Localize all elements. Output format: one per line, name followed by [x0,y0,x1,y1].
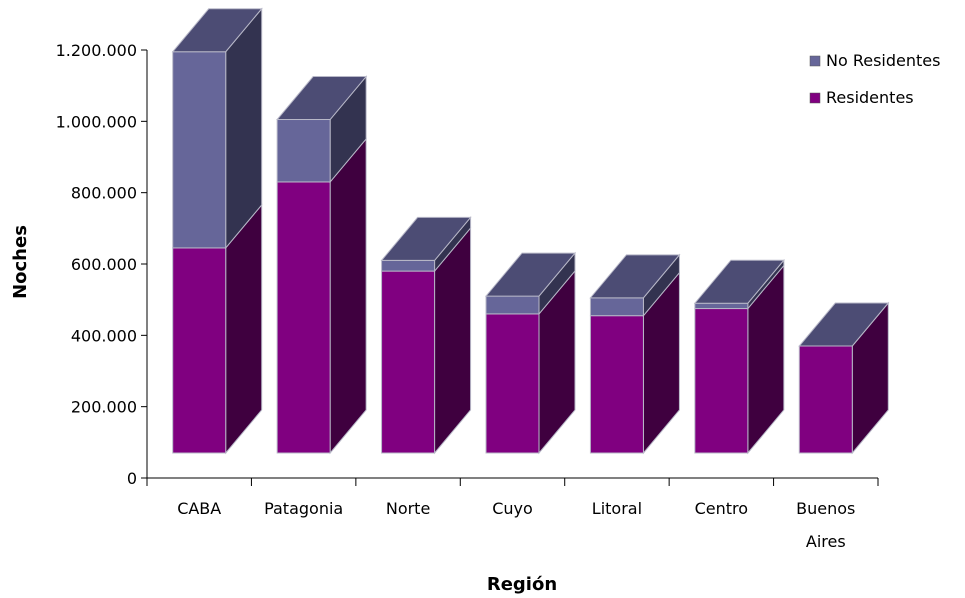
bar-no-residentes [485,295,540,315]
bar-residentes [172,247,227,454]
bar-group [589,253,681,455]
bar-group [380,216,472,455]
legend-label: Residentes [826,88,914,107]
bar-residentes [381,270,436,454]
bar-top [484,252,577,297]
y-tick-label: 0 [127,469,137,488]
bar-top [380,216,472,261]
bar-side-residentes [329,137,367,455]
y-axis: 0 200.000 400.000 600.000 800.000 1.000.000 1.… [56,41,148,488]
x-axis: CABA Patagonia Norte Cuyo Litoral Centro Bueno… [146,477,879,551]
y-tick-label: 1.000.000 [56,112,137,131]
bar-top [171,8,263,53]
bar-group [693,258,785,455]
y-axis-title: Noches [10,225,31,299]
bars [171,7,890,455]
x-tick-label: Litoral [592,499,642,518]
x-tick-label: Buenos Aires [796,499,855,551]
legend-swatch [809,92,821,104]
bar-no-residentes [276,119,331,183]
y-tick-label: 1.200.000 [56,41,137,60]
bar-group [171,7,263,455]
x-tick-label: Patagonia [264,499,343,518]
bar-no-residentes [172,51,227,249]
bar-group [276,75,368,455]
bar-residentes [694,308,749,454]
bar-residentes [485,313,540,454]
legend-swatch [809,55,821,67]
legend: No Residentes Residentes [809,51,940,107]
y-tick-label: 600.000 [71,255,137,274]
bar-top [276,76,368,121]
bar-group [484,251,577,455]
x-tick-label: Norte [386,499,430,518]
bar-no-residentes [694,302,749,310]
y-tick-label: 200.000 [71,398,137,417]
y-tick-label: 800.000 [71,184,137,203]
bar-residentes [276,181,331,454]
bar-top [589,254,681,299]
bar-group [798,301,890,455]
x-tick-label: Cuyo [492,499,533,518]
bar-residentes [589,315,644,454]
bar-top [798,302,890,347]
bar-no-residentes [381,259,436,272]
y-tick-label: 400.000 [71,326,137,345]
bar-no-residentes [589,297,644,317]
x-tick-label: Centro [695,499,748,518]
x-axis-title: Región [487,574,557,595]
bar-top [693,259,785,304]
bar-residentes [798,345,853,454]
x-tick-label: CABA [177,499,221,518]
legend-label: No Residentes [826,51,940,70]
